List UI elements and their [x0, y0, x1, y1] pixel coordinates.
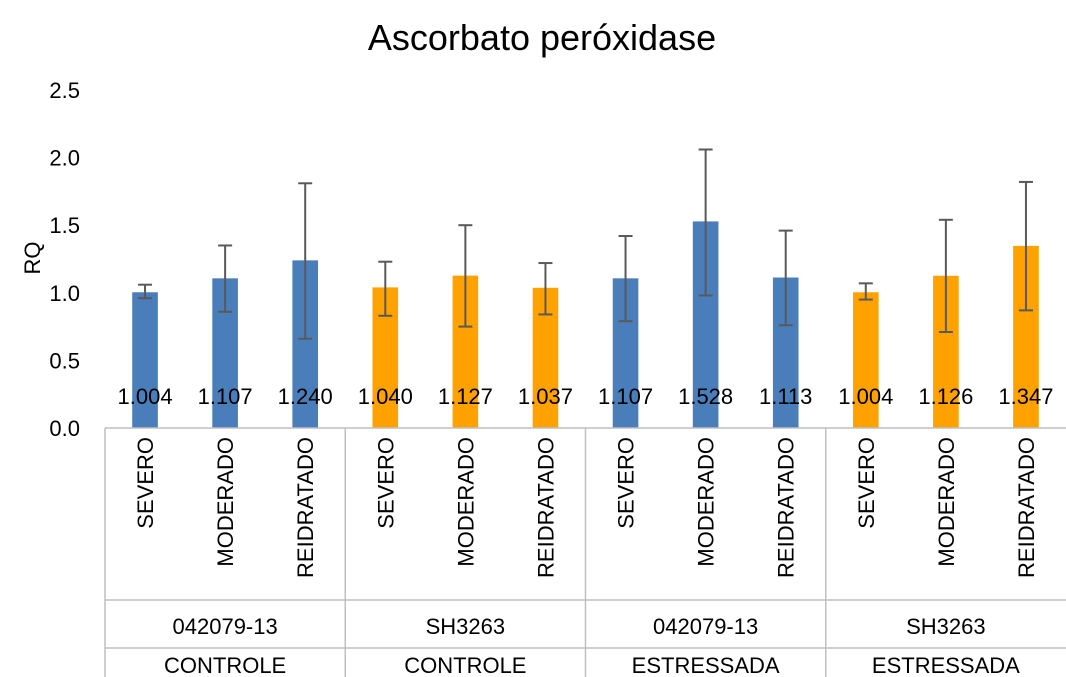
bar: [132, 292, 158, 428]
x-group-genotype-label: 042079-13: [173, 614, 278, 639]
x-group-condition-label: ESTRESSADA: [632, 653, 780, 677]
x-tick-label: MODERADO: [694, 437, 719, 567]
data-label: 1.004: [838, 384, 893, 409]
x-tick-label: REIDRATADO: [533, 437, 558, 578]
y-axis-ticks: 0.0 0.5 1.0 1.5 2.0 2.5: [49, 78, 80, 441]
data-label: 1.126: [918, 384, 973, 409]
chart-title: Ascorbato peróxidase: [368, 17, 716, 58]
x-tick-label: REIDRATADO: [1014, 437, 1039, 578]
y-tick-label: 1.0: [49, 281, 80, 306]
y-tick-label: 0.0: [49, 416, 80, 441]
data-label: 1.127: [438, 384, 493, 409]
data-label: 1.107: [198, 384, 253, 409]
x-tick-label: SEVERO: [373, 437, 398, 529]
data-label: 1.240: [278, 384, 333, 409]
x-group-condition-label: CONTROLE: [164, 653, 286, 677]
x-tick-label: MODERADO: [934, 437, 959, 567]
y-tick-label: 0.5: [49, 348, 80, 373]
x-group-genotype-label: 042079-13: [653, 614, 758, 639]
x-group-genotype-label: SH3263: [426, 614, 506, 639]
error-bars: [138, 148, 1033, 340]
x-axis: SEVERO MODERADO REIDRATADO 042079-13 CONTROL…: [104, 427, 1066, 677]
y-tick-label: 2.5: [49, 78, 80, 103]
x-tick-label: REIDRATADO: [293, 437, 318, 578]
x-tick-label: REIDRATADO: [774, 437, 799, 578]
data-label: 1.040: [358, 384, 413, 409]
y-tick-label: 2.0: [49, 146, 80, 171]
value-labels: 1.004 1.107 1.240 1.040 1.127 1.037 1.107 1.528…: [118, 384, 1054, 409]
y-tick-label: 1.5: [49, 213, 80, 238]
data-label: 1.037: [518, 384, 573, 409]
y-axis-label: RQ: [20, 242, 45, 275]
data-label: 1.347: [998, 384, 1053, 409]
x-tick-label: MODERADO: [213, 437, 238, 567]
x-group-genotype-label: SH3263: [906, 614, 986, 639]
data-label: 1.107: [598, 384, 653, 409]
x-tick-label: SEVERO: [133, 437, 158, 529]
x-group-condition-label: CONTROLE: [404, 653, 526, 677]
x-tick-label: SEVERO: [614, 437, 639, 529]
data-label: 1.004: [118, 384, 173, 409]
x-tick-label: MODERADO: [453, 437, 478, 567]
bar: [852, 292, 879, 428]
x-group-condition-label: ESTRESSADA: [872, 653, 1020, 677]
data-label: 1.528: [678, 384, 733, 409]
x-tick-label: SEVERO: [854, 437, 879, 529]
bars: [132, 221, 1039, 428]
data-label: 1.113: [759, 384, 812, 409]
